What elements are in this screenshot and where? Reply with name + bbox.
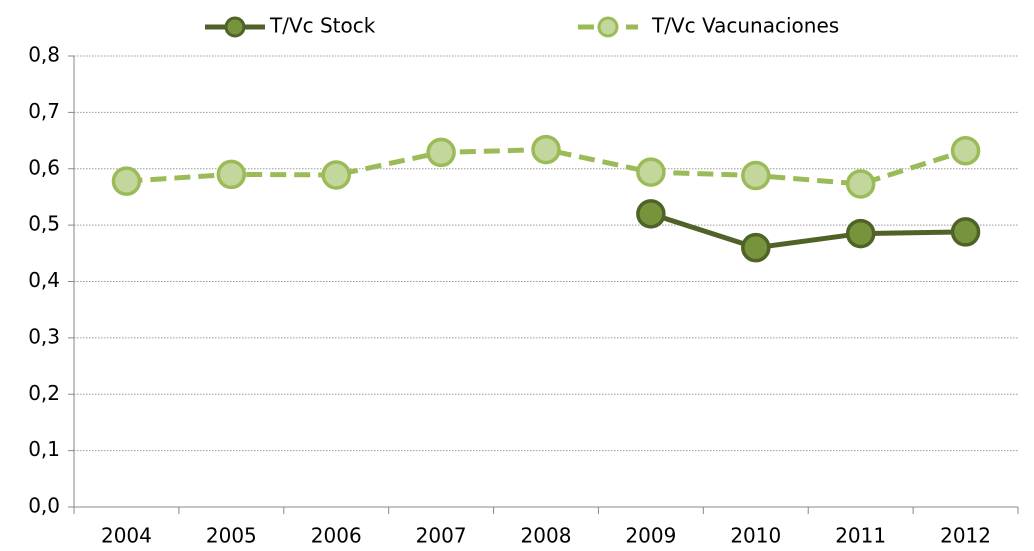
x-tick-label: 2007 [416,524,467,548]
series-line [650,211,966,251]
x-tick-label: 2010 [730,524,781,548]
legend-marker [224,16,246,38]
data-point [636,199,666,229]
data-point [845,169,876,199]
data-point [741,232,771,263]
data-point [531,134,561,165]
y-tick-label: 0,0 [28,494,60,518]
x-tick-label: 2008 [521,524,572,548]
legend-marker [597,16,619,38]
legend-label: T/Vc Stock [269,14,376,38]
y-tick-label: 0,3 [28,324,60,348]
y-tick-label: 0,2 [28,381,60,405]
y-tick-label: 0,7 [28,99,60,123]
data-point [950,135,981,166]
x-tick-label: 2011 [835,524,886,548]
data-point [111,166,142,196]
data-point [741,160,771,191]
y-tick-label: 0,6 [28,155,60,179]
data-point [636,157,666,187]
y-tick-label: 0,5 [28,212,60,236]
x-tick-label: 2006 [311,524,362,548]
data-point [216,159,247,190]
x-tick-label: 2004 [101,524,152,548]
data-point [950,217,981,247]
legend-label: T/Vc Vacunaciones [651,14,839,38]
y-tick-label: 0,1 [28,437,60,461]
data-point [845,218,876,249]
x-tick-label: 2005 [206,524,257,548]
x-tick-label: 2009 [625,524,676,548]
x-tick-label: 2012 [940,524,991,548]
data-point [426,137,456,168]
y-tick-label: 0,8 [28,43,60,67]
data-point [321,160,351,190]
y-tick-label: 0,4 [28,268,60,292]
